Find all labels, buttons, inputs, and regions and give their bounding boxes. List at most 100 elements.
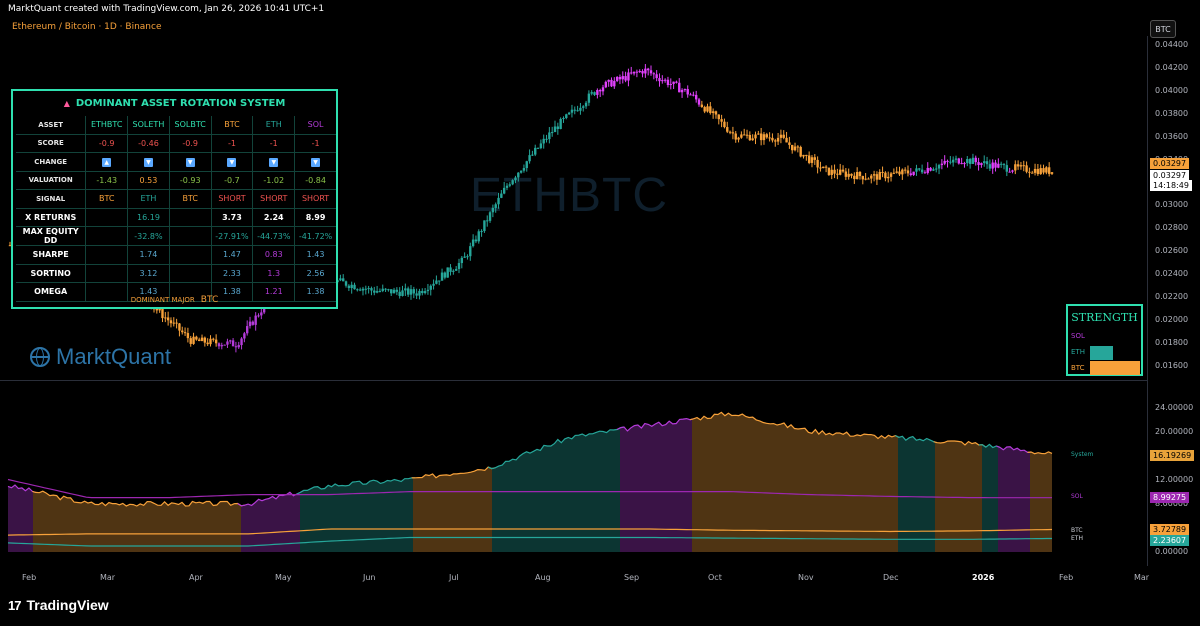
candle — [892, 172, 896, 174]
candle — [714, 111, 718, 115]
candle — [994, 162, 997, 168]
time-axis-label: Feb — [22, 573, 37, 582]
candle — [390, 289, 393, 294]
arrow-down-icon: ▼ — [269, 157, 279, 167]
time-axis-label: Jul — [449, 573, 459, 582]
candle — [940, 163, 944, 166]
regime-band — [8, 412, 33, 553]
rotation-row-x_returns: X RETURNS 16.19 3.73 2.24 8.99 — [16, 208, 336, 227]
indicator-chart[interactable] — [0, 381, 1147, 566]
candle — [689, 94, 692, 96]
candle — [426, 289, 430, 292]
indicator-axis-label: 20.00000 — [1155, 427, 1194, 436]
candle — [175, 322, 178, 324]
candle — [398, 291, 401, 296]
candle — [954, 158, 958, 160]
candle — [590, 92, 593, 94]
candle — [909, 173, 913, 175]
candle — [1011, 170, 1014, 172]
candle — [542, 138, 545, 144]
table-cell — [85, 245, 129, 265]
candle — [195, 336, 198, 340]
system-line — [296, 477, 416, 495]
candle — [440, 272, 444, 281]
system-line — [895, 435, 938, 444]
table-cell: -44.73% — [252, 226, 296, 246]
rotation-table-panel: ▲ DOMINANT ASSET ROTATION SYSTEM ASSET ETH… — [11, 89, 338, 309]
candle — [1025, 165, 1028, 172]
candle — [350, 284, 353, 289]
candle — [231, 340, 235, 347]
pane-divider[interactable] — [0, 380, 1147, 381]
candle — [1008, 171, 1011, 173]
candle — [646, 68, 650, 71]
table-cell: 2.33 — [211, 264, 254, 283]
tradingview-logo[interactable]: 17 TradingView — [8, 597, 109, 613]
table-cell: ETH — [127, 189, 170, 209]
table-cell: SOLBTC — [169, 116, 212, 135]
candle — [254, 315, 257, 325]
candle — [364, 288, 368, 290]
candle — [726, 127, 729, 132]
candle — [678, 82, 681, 93]
arrow-down-icon: ▼ — [227, 157, 237, 167]
candle — [663, 79, 667, 81]
candle — [480, 231, 483, 233]
price-axis-label: 0.02600 — [1155, 246, 1189, 256]
symbol-description[interactable]: Ethereum / Bitcoin · 1D · Binance — [12, 22, 162, 32]
countdown-tag: 14:18:49 — [1150, 180, 1192, 191]
candle — [582, 106, 585, 108]
candle — [740, 134, 743, 138]
candle — [872, 174, 876, 176]
price-axis-label: 0.02800 — [1155, 223, 1189, 233]
candle — [918, 168, 921, 170]
compare-symbol-button[interactable]: BTC — [1150, 20, 1176, 38]
candle — [618, 76, 622, 80]
strength-label-eth: ETH — [1071, 348, 1085, 356]
candle — [454, 268, 458, 271]
candle — [519, 170, 523, 173]
candle — [1047, 167, 1051, 174]
candle — [443, 272, 447, 278]
time-axis-label: Sep — [624, 573, 640, 582]
candle — [384, 288, 387, 290]
candle — [731, 132, 735, 134]
row-header: CHANGE — [16, 152, 87, 172]
eth-line — [7, 536, 1052, 547]
table-cell — [85, 208, 129, 227]
rotation-row-sortino: SORTINO 3.12 2.33 1.3 2.56 — [16, 264, 336, 283]
table-cell: 1.38 — [211, 282, 254, 302]
regime-band — [33, 412, 241, 553]
candle — [666, 79, 670, 86]
time-axis-label: Mar — [100, 573, 116, 582]
row-header: OMEGA — [16, 282, 87, 302]
table-cell: 0.53 — [127, 171, 170, 190]
candle — [672, 81, 675, 85]
table-cell: -0.46 — [127, 134, 170, 153]
table-cell — [169, 282, 212, 302]
candle — [178, 323, 181, 331]
price-axis-label: 0.04200 — [1155, 62, 1189, 72]
price-axis-label: 0.04400 — [1155, 40, 1189, 49]
table-cell: 8.99 — [294, 208, 336, 227]
price-axis-label: 0.04000 — [1155, 85, 1189, 95]
candle — [700, 104, 704, 108]
time-axis-label: 2026 — [972, 573, 995, 582]
candle — [404, 288, 407, 291]
table-cell: ▼ — [127, 152, 170, 172]
candle — [669, 84, 672, 86]
candle — [706, 106, 709, 112]
candle — [683, 89, 687, 91]
candle — [864, 178, 867, 180]
candle — [570, 109, 574, 113]
candle — [949, 161, 952, 163]
candle — [813, 157, 816, 160]
table-cell: -41.72% — [294, 226, 336, 246]
candle — [816, 159, 819, 168]
candle — [963, 163, 966, 165]
system-line — [996, 445, 1032, 454]
rotation-row-sharpe: SHARPE 1.74 1.47 0.83 1.43 — [16, 245, 336, 265]
arrow-down-icon: ▼ — [311, 157, 321, 167]
candle — [214, 339, 218, 344]
table-cell: 1.74 — [127, 245, 170, 265]
